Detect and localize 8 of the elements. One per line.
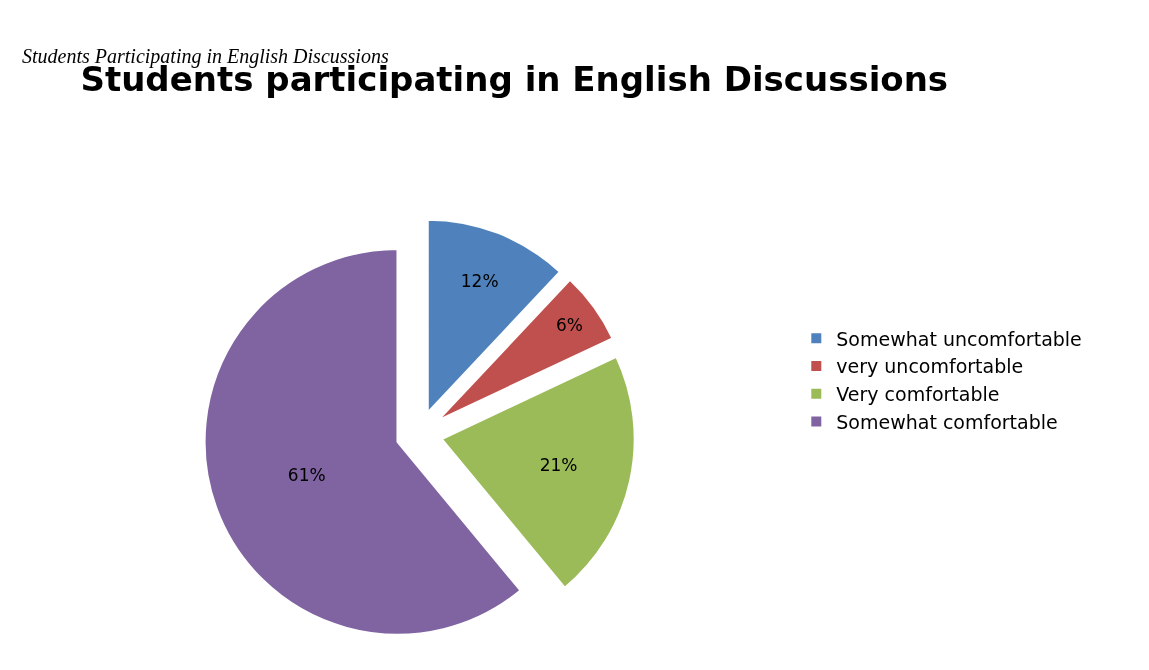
data-label: 21%	[539, 455, 578, 476]
legend-label: Somewhat uncomfortable	[836, 327, 1082, 350]
legend-label: very uncomfortable	[836, 355, 1024, 378]
data-label: 12%	[460, 271, 499, 292]
data-label: 6%	[555, 314, 583, 335]
legend-label: Very comfortable	[836, 383, 1000, 406]
data-label: 61%	[287, 464, 326, 485]
legend-label: Somewhat comfortable	[836, 410, 1058, 433]
